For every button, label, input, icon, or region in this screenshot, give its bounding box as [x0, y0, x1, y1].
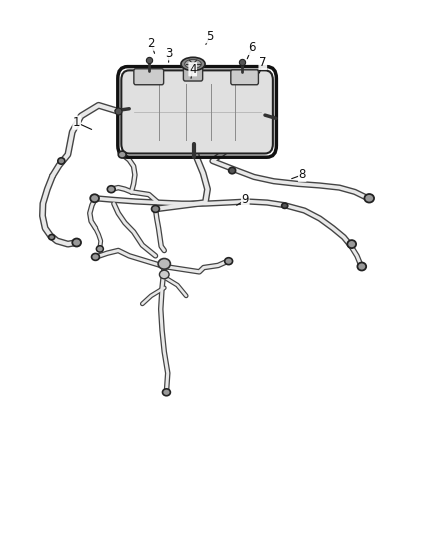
Ellipse shape: [58, 158, 65, 164]
Ellipse shape: [107, 186, 115, 192]
Text: 1: 1: [73, 116, 81, 129]
FancyBboxPatch shape: [121, 70, 273, 154]
Text: 9: 9: [241, 193, 249, 206]
Text: 5: 5: [207, 30, 214, 43]
Ellipse shape: [49, 235, 55, 240]
Ellipse shape: [282, 203, 288, 208]
FancyBboxPatch shape: [231, 70, 258, 85]
Ellipse shape: [229, 167, 236, 174]
Ellipse shape: [181, 57, 205, 70]
Ellipse shape: [225, 258, 233, 265]
Ellipse shape: [185, 59, 201, 68]
Text: 6: 6: [248, 42, 256, 54]
Ellipse shape: [347, 240, 356, 248]
Ellipse shape: [159, 270, 169, 279]
Text: 3: 3: [165, 47, 172, 60]
FancyBboxPatch shape: [134, 69, 164, 85]
Text: 8: 8: [299, 168, 306, 181]
Ellipse shape: [162, 389, 170, 395]
Ellipse shape: [152, 206, 159, 213]
Text: 2: 2: [147, 37, 155, 50]
Ellipse shape: [364, 194, 374, 203]
Ellipse shape: [158, 259, 170, 269]
Ellipse shape: [92, 254, 99, 260]
FancyBboxPatch shape: [184, 67, 203, 81]
Text: 4: 4: [189, 63, 197, 76]
Ellipse shape: [96, 246, 103, 252]
Text: 7: 7: [259, 56, 267, 69]
Ellipse shape: [90, 195, 99, 203]
Ellipse shape: [357, 263, 366, 271]
Ellipse shape: [118, 151, 126, 158]
Ellipse shape: [72, 239, 81, 247]
